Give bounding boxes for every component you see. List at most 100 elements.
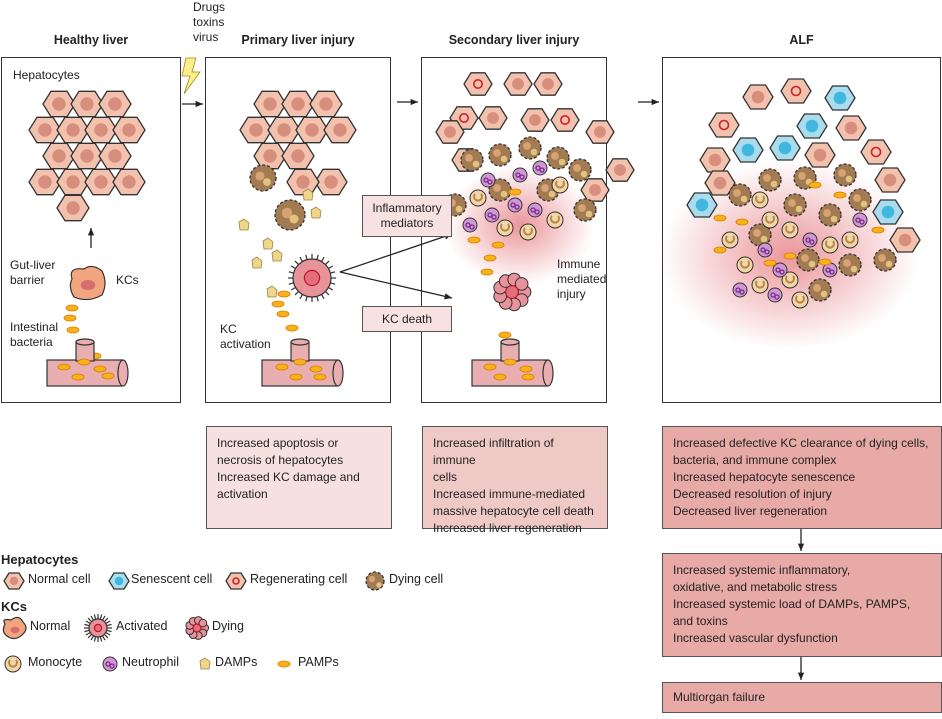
monocyte-icon bbox=[721, 231, 739, 249]
nucleus-icon bbox=[249, 123, 263, 137]
monocyte-icon bbox=[781, 221, 799, 239]
pamp-icon bbox=[483, 254, 497, 262]
spike-icon bbox=[85, 620, 91, 625]
kc-death-box: KC death bbox=[362, 306, 452, 332]
debris-icon bbox=[530, 148, 538, 156]
branch-end bbox=[75, 338, 95, 346]
outcome-line: Increased defective KC clearance of dyin… bbox=[673, 436, 929, 450]
debris-icon bbox=[753, 229, 761, 237]
regenerating-hepatocyte-icon bbox=[550, 108, 580, 132]
debris-icon bbox=[798, 172, 806, 180]
nucleus-icon bbox=[469, 224, 475, 230]
damp-icon bbox=[238, 218, 250, 231]
debris-icon bbox=[263, 178, 271, 186]
debris-icon bbox=[493, 184, 501, 192]
spike-icon bbox=[288, 282, 294, 285]
legend-senescent-cell: Senescent cell bbox=[131, 572, 213, 586]
debris-icon bbox=[843, 259, 851, 267]
flow-arrow-head bbox=[797, 672, 805, 680]
debris-icon bbox=[838, 169, 846, 177]
nucleus-icon bbox=[529, 114, 541, 126]
nucleus-icon bbox=[510, 202, 516, 208]
monocyte-icon bbox=[496, 219, 514, 237]
nucleus-icon bbox=[614, 164, 626, 176]
nucleus-icon bbox=[539, 167, 545, 173]
debris-icon bbox=[850, 265, 858, 273]
nucleus-icon bbox=[305, 123, 319, 137]
nucleus-icon bbox=[589, 184, 601, 196]
pamp-icon bbox=[735, 218, 749, 226]
outcome-line: Increased vascular dysfunction bbox=[673, 631, 838, 645]
debris-icon bbox=[823, 209, 831, 217]
debris-icon bbox=[585, 210, 593, 218]
legend-pamps: PAMPs bbox=[298, 655, 339, 669]
branch-end bbox=[500, 338, 520, 346]
debris-icon bbox=[820, 290, 828, 298]
nucleus-icon bbox=[833, 91, 847, 105]
pamp-icon bbox=[783, 252, 797, 260]
spike-icon bbox=[305, 296, 308, 302]
pamp-icon bbox=[275, 363, 289, 371]
regenerating-hepatocyte-icon bbox=[780, 78, 812, 104]
nucleus-icon bbox=[751, 90, 765, 104]
debris-icon bbox=[740, 195, 748, 203]
monocyte-icon bbox=[551, 176, 569, 194]
legend-kc-dying: Dying bbox=[212, 619, 244, 633]
regenerating-hepatocyte-icon bbox=[860, 139, 892, 165]
pamp-icon bbox=[313, 373, 327, 381]
dying-kc-fragment bbox=[198, 618, 208, 628]
nucleus-icon bbox=[555, 180, 565, 189]
nucleus-icon bbox=[764, 249, 770, 255]
nucleus-icon bbox=[319, 97, 333, 111]
debris-icon bbox=[573, 164, 581, 172]
spike-icon bbox=[99, 636, 103, 642]
debris-icon bbox=[541, 184, 549, 192]
debris-icon bbox=[860, 200, 868, 208]
nucleus-icon bbox=[594, 126, 606, 138]
multiorgan-failure-box: Multiorgan failure bbox=[662, 682, 942, 713]
stage-arrow-head bbox=[410, 98, 418, 106]
outcome-line: Decreased resolution of injury bbox=[673, 487, 832, 501]
nucleus-icon bbox=[774, 294, 780, 300]
spike-icon bbox=[330, 271, 336, 274]
kc-death-arrow bbox=[339, 271, 453, 299]
spike-icon bbox=[290, 286, 296, 291]
spike-icon bbox=[93, 636, 97, 642]
damp-icon bbox=[310, 206, 322, 219]
debris-icon bbox=[813, 284, 821, 292]
stage-title-primary: Primary liver injury bbox=[241, 33, 355, 47]
debris-icon bbox=[281, 207, 293, 219]
alf-outcome-box: Increased defective KC clearance of dyin… bbox=[662, 426, 942, 529]
outcome-line: Increased immune-mediated bbox=[433, 487, 586, 501]
kc-activation-label: KC activation bbox=[220, 322, 271, 351]
nucleus-icon bbox=[66, 123, 80, 137]
nucleus-icon bbox=[855, 217, 861, 223]
pamp-icon bbox=[66, 326, 80, 334]
nucleus-icon bbox=[114, 576, 124, 586]
legend-hepatocytes-title: Hepatocytes bbox=[1, 552, 79, 567]
nucleus-icon bbox=[695, 198, 709, 212]
nucleus-icon bbox=[512, 78, 524, 90]
pamp-icon bbox=[713, 246, 727, 254]
nucleus-icon bbox=[291, 97, 305, 111]
debris-icon bbox=[845, 175, 853, 183]
dying-kc-fragment bbox=[514, 277, 529, 291]
monocyte-icon bbox=[736, 256, 754, 274]
spike-icon bbox=[87, 617, 93, 623]
nucleus-icon bbox=[755, 195, 765, 204]
monocyte-icon bbox=[821, 236, 839, 254]
nucleus-icon bbox=[778, 141, 792, 155]
legend-damps: DAMPs bbox=[215, 655, 258, 669]
nucleus-icon bbox=[809, 239, 815, 245]
nucleus-icon bbox=[740, 260, 750, 269]
spike-icon bbox=[328, 265, 334, 270]
nucleus-icon bbox=[465, 222, 471, 228]
nucleus-icon bbox=[94, 175, 108, 189]
nucleus-icon bbox=[105, 661, 111, 667]
debris-icon bbox=[255, 171, 265, 181]
debris-icon bbox=[770, 180, 778, 188]
nucleus-icon bbox=[805, 119, 819, 133]
spike-icon bbox=[90, 635, 95, 641]
outcome-line: and toxins bbox=[673, 614, 728, 628]
mediator-arrow bbox=[339, 233, 453, 273]
